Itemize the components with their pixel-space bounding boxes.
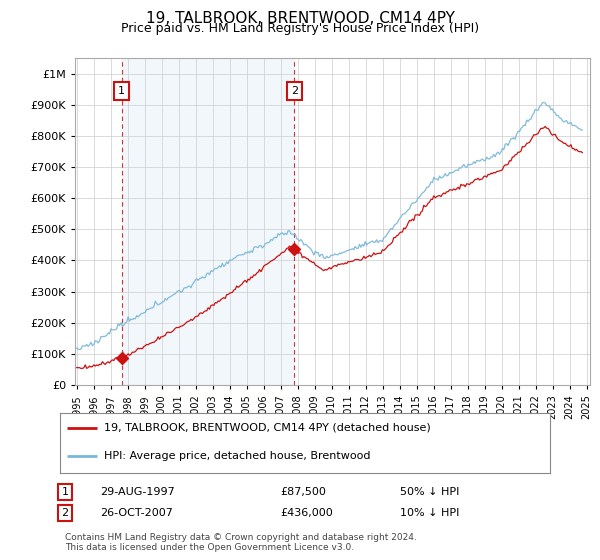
Text: 1: 1 [118,86,125,96]
Text: £436,000: £436,000 [280,508,333,518]
Text: 19, TALBROOK, BRENTWOOD, CM14 4PY: 19, TALBROOK, BRENTWOOD, CM14 4PY [146,11,454,26]
Text: 1: 1 [62,487,68,497]
Text: 2: 2 [290,86,298,96]
Text: 19, TALBROOK, BRENTWOOD, CM14 4PY (detached house): 19, TALBROOK, BRENTWOOD, CM14 4PY (detac… [104,423,431,433]
Text: £87,500: £87,500 [280,487,326,497]
Bar [574,58,592,385]
Text: 2: 2 [61,508,68,518]
Text: Contains HM Land Registry data © Crown copyright and database right 2024.
This d: Contains HM Land Registry data © Crown c… [65,533,417,552]
Bar [122,58,294,385]
Text: 50% ↓ HPI: 50% ↓ HPI [400,487,460,497]
Text: 29-AUG-1997: 29-AUG-1997 [100,487,175,497]
Text: Price paid vs. HM Land Registry's House Price Index (HPI): Price paid vs. HM Land Registry's House … [121,22,479,35]
Text: 10% ↓ HPI: 10% ↓ HPI [400,508,460,518]
Text: 26-OCT-2007: 26-OCT-2007 [100,508,173,518]
Text: HPI: Average price, detached house, Brentwood: HPI: Average price, detached house, Bren… [104,451,371,461]
